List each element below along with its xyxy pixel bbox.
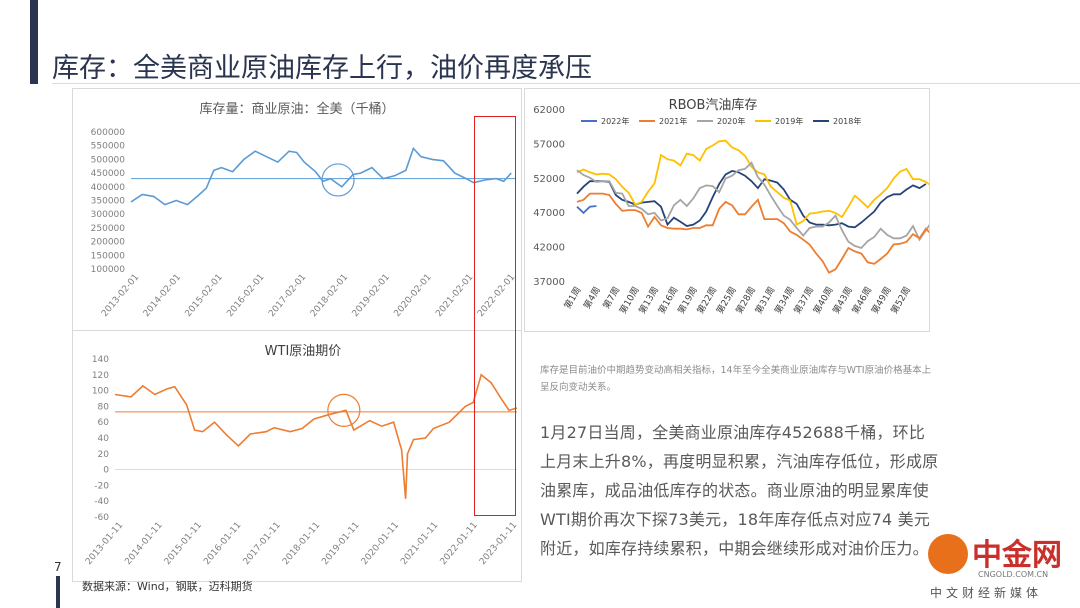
data-source: 数据来源：Wind，钢联，迈科期货 <box>82 580 253 593</box>
y-tick-label: 350000 <box>91 197 126 207</box>
recent-period-highlight-box <box>474 116 516 516</box>
y-tick-label: 80 <box>98 402 110 412</box>
highlight-circle <box>321 163 355 197</box>
chart-note: 库存是目前油价中期趋势变动高相关指标，14年至今全美商业原油库存与WTI原油价格… <box>540 365 932 393</box>
legend-label: 2018年 <box>833 116 861 126</box>
footer-accent-bar <box>56 576 60 608</box>
x-tick-label: 2022-01-11 <box>439 521 480 568</box>
x-tick-label: 2017-01-11 <box>242 521 283 568</box>
y-tick-label: 52000 <box>533 174 565 185</box>
rbob-chart-title: RBOB汽油库存 <box>669 97 758 113</box>
page-title: 库存：全美商业原油库存上行，油价再度承压 <box>52 53 592 84</box>
legend-label: 2019年 <box>775 116 803 126</box>
series-line <box>130 146 512 206</box>
cngold-logo: 中金网 CNGOLD.COM.CN 中文财经新媒体 <box>908 526 1080 608</box>
highlight-circle <box>327 393 361 427</box>
logo-url: CNGOLD.COM.CN <box>978 570 1049 579</box>
series-line-2021年 <box>576 192 940 274</box>
series-line-2022年 <box>576 205 597 215</box>
x-tick-label: 2017-02-01 <box>267 273 308 320</box>
x-tick-label: 第4周 <box>581 285 603 312</box>
logo-mark-icon <box>928 534 968 574</box>
y-tick-label: 150000 <box>91 251 126 261</box>
x-tick-label: 2014-01-11 <box>123 521 164 568</box>
x-tick-label: 2013-02-01 <box>100 273 141 320</box>
inventory-chart-panel: 库存量：商业原油：全美（千桶） 600000 550000 500000 450000… <box>72 88 522 332</box>
page-number: 7 <box>54 560 62 574</box>
y-tick-label: 100000 <box>91 265 126 275</box>
y-tick-label: 60 <box>98 418 110 428</box>
y-tick-label: 400000 <box>91 183 126 193</box>
x-tick-label: 2015-02-01 <box>184 273 225 320</box>
rbob-chart-panel: RBOB汽油库存 62000 57000 52000 47000 42000 37000 第… <box>524 88 940 332</box>
analysis-paragraph: 1月27日当周，全美商业原油库存452688千桶，环比上月末上升8%，再度明显积… <box>540 423 939 558</box>
y-tick-label: 450000 <box>91 169 126 179</box>
x-tick-label: 第52周 <box>888 285 913 317</box>
x-tick-label: 2023-01-11 <box>478 521 519 568</box>
title-divider <box>52 83 1080 84</box>
y-tick-label: 0 <box>103 466 109 476</box>
y-tick-label: 100 <box>92 387 109 397</box>
logo-tagline: 中文财经新媒体 <box>930 586 1043 600</box>
x-tick-label: 2016-02-01 <box>225 273 266 320</box>
y-tick-label: 200000 <box>91 238 126 248</box>
x-tick-label: 2018-01-11 <box>281 521 322 568</box>
y-tick-label: 37000 <box>533 277 565 288</box>
inventory-chart: 库存量：商业原油：全美（千桶） 600000 550000 500000 450000… <box>91 101 518 320</box>
rbob-chart: RBOB汽油库存 620005700052000470004200037000第… <box>533 97 940 317</box>
y-tick-label: 250000 <box>91 224 126 234</box>
wti-chart-panel: WTI原油期价 140 120 100 80 60 40 20 0 -20 -40 -60 2013-… <box>72 330 522 582</box>
y-tick-label: 550000 <box>91 142 126 152</box>
inventory-chart-title: 库存量：商业原油：全美（千桶） <box>199 101 394 117</box>
y-tick-label: 57000 <box>533 139 565 150</box>
title-accent-bar <box>30 0 38 84</box>
wti-chart-title: WTI原油期价 <box>265 344 342 359</box>
series-line-2018年 <box>576 169 927 229</box>
y-tick-label: 42000 <box>533 243 565 254</box>
legend-label: 2021年 <box>659 116 687 126</box>
x-tick-label: 2020-02-01 <box>392 273 433 320</box>
x-tick-label: 2013-01-11 <box>84 521 125 568</box>
logo-name: 中金网 <box>972 538 1062 573</box>
x-tick-label: 第1周 <box>561 285 583 312</box>
y-tick-label: 40 <box>98 434 110 444</box>
y-tick-label: -60 <box>94 513 109 523</box>
y-tick-label: -40 <box>94 497 109 507</box>
x-tick-label: 2014-02-01 <box>142 273 183 320</box>
x-tick-label: 2020-01-11 <box>360 521 401 568</box>
series-line-2020年 <box>576 161 934 250</box>
x-tick-label: 2019-02-01 <box>351 273 392 320</box>
y-tick-label: 20 <box>98 450 110 460</box>
y-tick-label: 140 <box>92 355 109 365</box>
y-tick-label: 47000 <box>533 208 565 219</box>
x-tick-label: 第7周 <box>600 285 622 312</box>
y-tick-label: 120 <box>92 371 109 381</box>
legend-label: 2020年 <box>717 116 745 126</box>
x-tick-label: 2019-01-11 <box>320 521 361 568</box>
x-tick-label: 2021-01-11 <box>399 521 440 568</box>
series-line <box>114 373 518 499</box>
x-tick-label: 2015-01-11 <box>163 521 204 568</box>
y-tick-label: 600000 <box>91 128 126 138</box>
y-tick-label: 500000 <box>91 155 126 165</box>
x-tick-label: 2018-02-01 <box>309 273 350 320</box>
x-tick-label: 2016-01-11 <box>202 521 243 568</box>
legend-label: 2022年 <box>601 116 629 126</box>
x-tick-label: 2021-02-01 <box>434 273 475 320</box>
y-tick-label: -20 <box>94 481 109 491</box>
y-tick-label: 300000 <box>91 210 126 220</box>
wti-chart: WTI原油期价 140 120 100 80 60 40 20 0 -20 -40 -602013-… <box>84 344 519 568</box>
y-tick-label: 62000 <box>533 105 565 116</box>
